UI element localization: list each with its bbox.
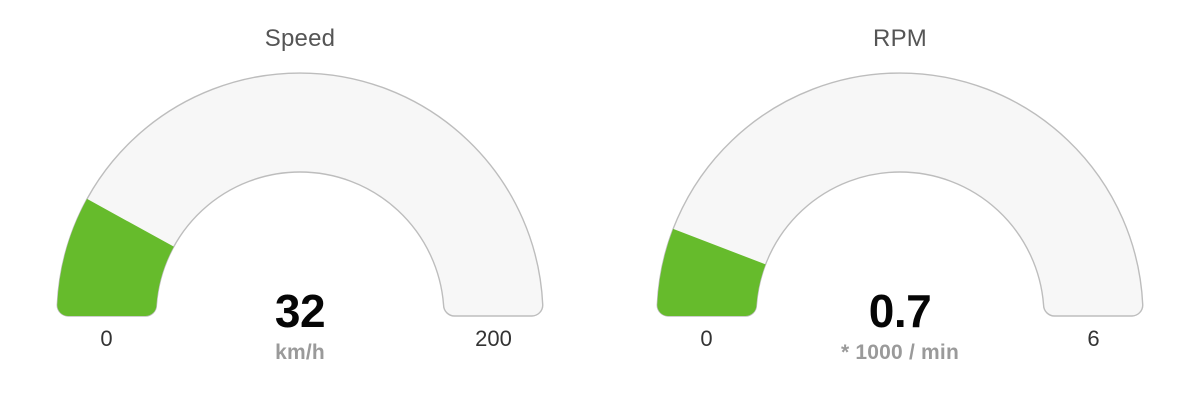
gauge-readout-rpm: 0.7 * 1000 / min <box>600 288 1200 363</box>
gauge-panel-rpm: RPM 0 6 0.7 * 1000 / min <box>600 0 1200 400</box>
gauge-value-arc-rpm <box>657 228 766 317</box>
gauge-arc-rpm <box>656 72 1144 317</box>
gauge-readout-speed: 32 km/h <box>0 288 600 363</box>
gauge-title-speed: Speed <box>264 25 336 52</box>
gauge-unit-speed: km/h <box>275 341 325 364</box>
gauge-max-label-rpm: 6 <box>1087 326 1100 351</box>
gauge-arc-speed <box>56 72 544 317</box>
gauge-value-arc-speed <box>57 198 174 317</box>
gauge-track-rpm <box>656 72 1144 317</box>
gauge-unit-rpm: * 1000 / min <box>841 341 959 364</box>
gauge-value-speed: 32 <box>274 285 326 337</box>
gauge-title-rpm: RPM <box>873 25 927 52</box>
gauge-max-label-speed: 200 <box>475 326 512 351</box>
gauge-min-label-speed: 0 <box>100 326 113 351</box>
gauge-value-rpm: 0.7 <box>868 285 932 337</box>
gauge-min-label-rpm: 0 <box>700 326 713 351</box>
gauge-panel-speed: Speed 0 200 32 km/h <box>0 25 600 363</box>
gauge-track-speed <box>56 72 544 317</box>
